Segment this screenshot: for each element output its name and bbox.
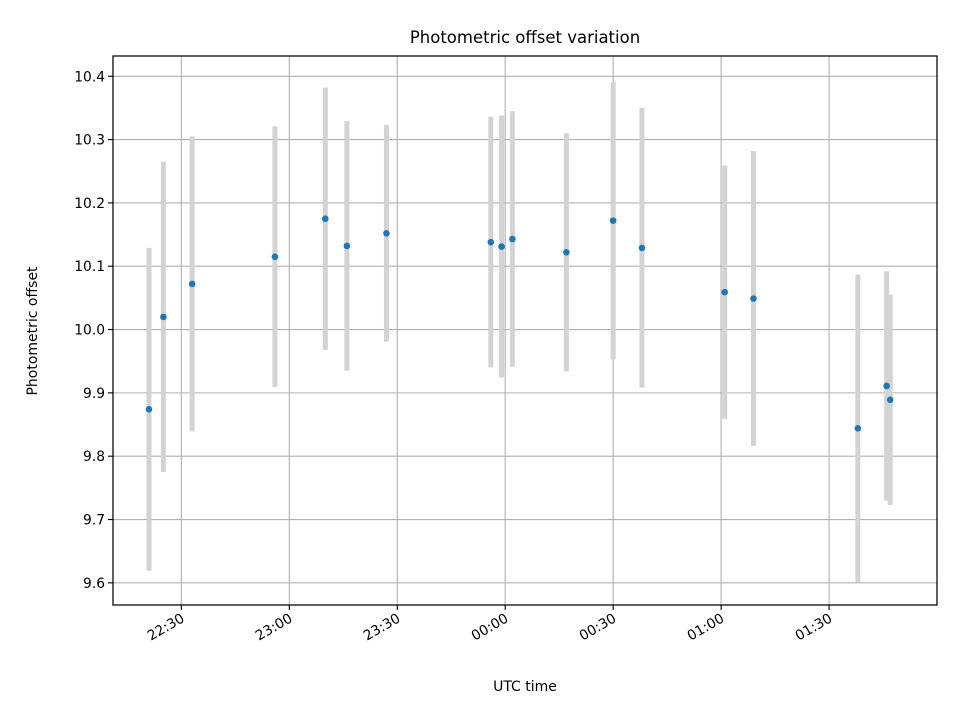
y-axis-label: Photometric offset <box>25 266 41 396</box>
data-point <box>498 243 505 250</box>
y-tick-label: 10.2 <box>74 196 105 212</box>
data-point <box>145 406 153 413</box>
data-point <box>487 238 495 246</box>
data-points <box>145 215 894 432</box>
data-point <box>509 235 516 243</box>
data-point <box>321 215 329 223</box>
y-tick-label: 9.8 <box>83 449 105 465</box>
y-tick-label: 9.6 <box>83 576 105 592</box>
chart-title: Photometric offset variation <box>410 28 640 47</box>
y-tick-label: 9.9 <box>83 386 105 402</box>
data-point <box>886 396 894 404</box>
data-point <box>609 217 617 224</box>
data-point <box>638 244 646 252</box>
x-axis-label: UTC time <box>493 679 557 695</box>
plot-frame <box>112 55 938 606</box>
y-tick-label: 10.4 <box>74 69 105 85</box>
y-tick-label: 9.7 <box>83 513 105 529</box>
y-tick-label: 10.3 <box>74 133 105 149</box>
data-point <box>563 248 570 256</box>
data-point <box>750 295 757 302</box>
data-point <box>383 230 390 237</box>
data-point <box>343 242 351 250</box>
y-axis-ticks: 9.6 9.7 9.8 9.9 10.0 10.1 10.2 10.3 10.4 <box>74 69 113 592</box>
data-point <box>883 382 890 390</box>
data-point <box>271 253 279 261</box>
data-point <box>160 313 167 321</box>
data-point <box>854 425 862 432</box>
y-tick-label: 10.1 <box>74 259 105 275</box>
data-point <box>188 280 196 288</box>
y-tick-label: 10.0 <box>74 323 105 339</box>
data-point <box>721 288 729 296</box>
